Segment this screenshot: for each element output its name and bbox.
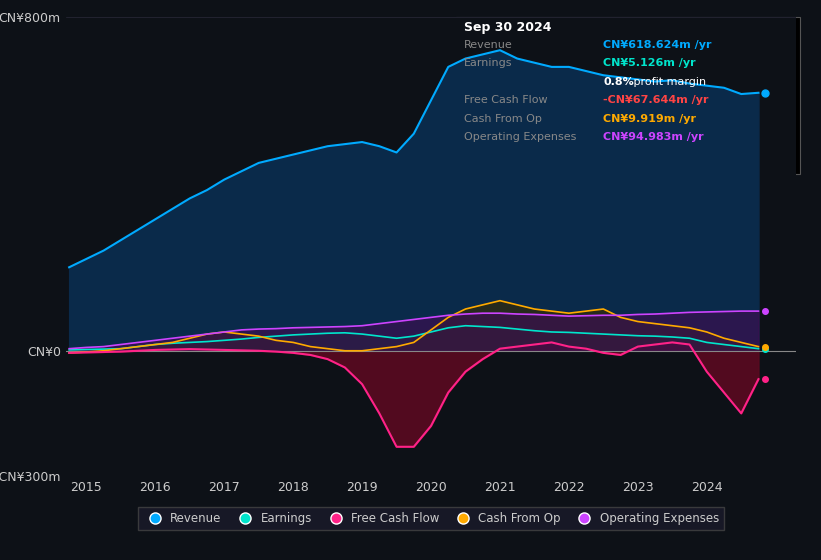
Text: Operating Expenses: Operating Expenses xyxy=(464,132,576,142)
Text: Earnings: Earnings xyxy=(464,58,512,68)
Text: Revenue: Revenue xyxy=(464,40,512,50)
Text: profit margin: profit margin xyxy=(630,77,706,87)
Text: Cash From Op: Cash From Op xyxy=(464,114,542,124)
Text: Sep 30 2024: Sep 30 2024 xyxy=(464,21,552,34)
Text: CN¥94.983m /yr: CN¥94.983m /yr xyxy=(603,132,704,142)
Text: Free Cash Flow: Free Cash Flow xyxy=(464,95,548,105)
Text: CN¥9.919m /yr: CN¥9.919m /yr xyxy=(603,114,696,124)
Text: CN¥5.126m /yr: CN¥5.126m /yr xyxy=(603,58,696,68)
Text: 0.8%: 0.8% xyxy=(603,77,634,87)
Text: -CN¥67.644m /yr: -CN¥67.644m /yr xyxy=(603,95,709,105)
Text: CN¥618.624m /yr: CN¥618.624m /yr xyxy=(603,40,712,50)
Legend: Revenue, Earnings, Free Cash Flow, Cash From Op, Operating Expenses: Revenue, Earnings, Free Cash Flow, Cash … xyxy=(139,507,723,530)
